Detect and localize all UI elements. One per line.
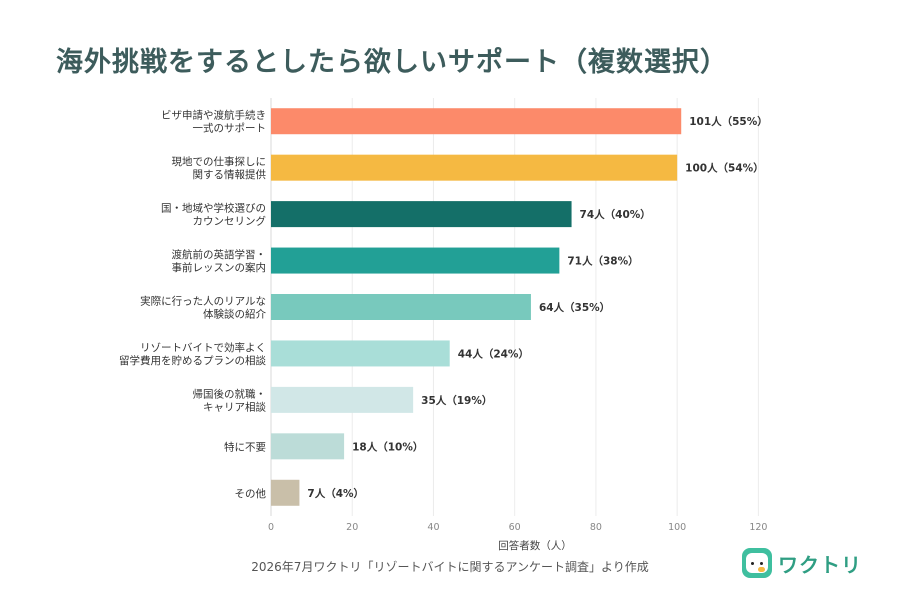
x-tick-label: 40: [427, 522, 439, 533]
data-label: 64人（35%）: [539, 301, 610, 314]
bar: [271, 154, 678, 181]
bar: [271, 201, 572, 228]
x-tick-label: 120: [749, 522, 767, 533]
category-label: 現地での仕事探しに: [172, 155, 267, 168]
category-label: 国・地域や学校選びの: [161, 202, 266, 215]
data-label: 35人（19%）: [421, 394, 492, 407]
data-label: 101人（55%）: [689, 115, 768, 128]
data-label: 44人（24%）: [458, 347, 529, 360]
category-label: カウンセリング: [193, 215, 267, 228]
x-tick-label: 100: [668, 522, 686, 533]
data-label: 74人（40%）: [580, 208, 651, 221]
source-note: 2026年7月ワクトリ「リゾートバイトに関するアンケート調査」より作成: [251, 560, 649, 574]
bird-face-icon: [742, 548, 772, 578]
x-tick-label: 0: [268, 522, 274, 533]
logo-text: ワクトリ: [778, 552, 862, 577]
bar: [271, 433, 345, 460]
category-label: ビザ申請や渡航手続き: [161, 109, 266, 122]
x-tick-label: 60: [509, 522, 521, 533]
category-label: 事前レッスンの案内: [172, 261, 267, 274]
bar: [271, 294, 531, 320]
category-label: 体験談の紹介: [203, 308, 266, 321]
bar: [271, 108, 682, 135]
category-label: リゾートバイトで効率よく: [140, 341, 266, 354]
category-label: 渡航前の英語学習・: [172, 248, 267, 261]
bar: [271, 340, 450, 367]
category-label: 関する情報提供: [193, 168, 267, 181]
bar-chart: 0 20 40 60 80 100 120 回答者数（人） 101人（55%） ビザ申請や渡航手続…: [119, 98, 768, 552]
category-label: キャリア相談: [203, 400, 266, 413]
category-label: 一式のサポート: [193, 122, 267, 135]
category-label: 特に不要: [224, 441, 266, 453]
chart-title: 海外挑戦をするとしたら欲しいサポート（複数選択）: [56, 47, 728, 78]
category-label: 帰国後の就職・: [193, 387, 267, 400]
category-label: その他: [235, 487, 267, 500]
data-label: 7人（4%）: [307, 487, 364, 500]
wakutori-logo: ワクトリ: [742, 548, 862, 578]
x-tick-label: 20: [346, 522, 358, 533]
x-tick-label: 80: [590, 522, 602, 533]
bar: [271, 386, 414, 413]
x-axis-label: 回答者数（人）: [498, 539, 572, 552]
data-label: 71人（38%）: [567, 255, 638, 268]
category-label: 留学費用を貯めるプランの相談: [119, 354, 266, 367]
category-label: 実際に行った人のリアルな: [140, 295, 266, 308]
data-label: 18人（10%）: [352, 440, 423, 453]
bar: [271, 247, 560, 274]
data-label: 100人（54%）: [685, 162, 764, 175]
bar: [271, 479, 300, 506]
